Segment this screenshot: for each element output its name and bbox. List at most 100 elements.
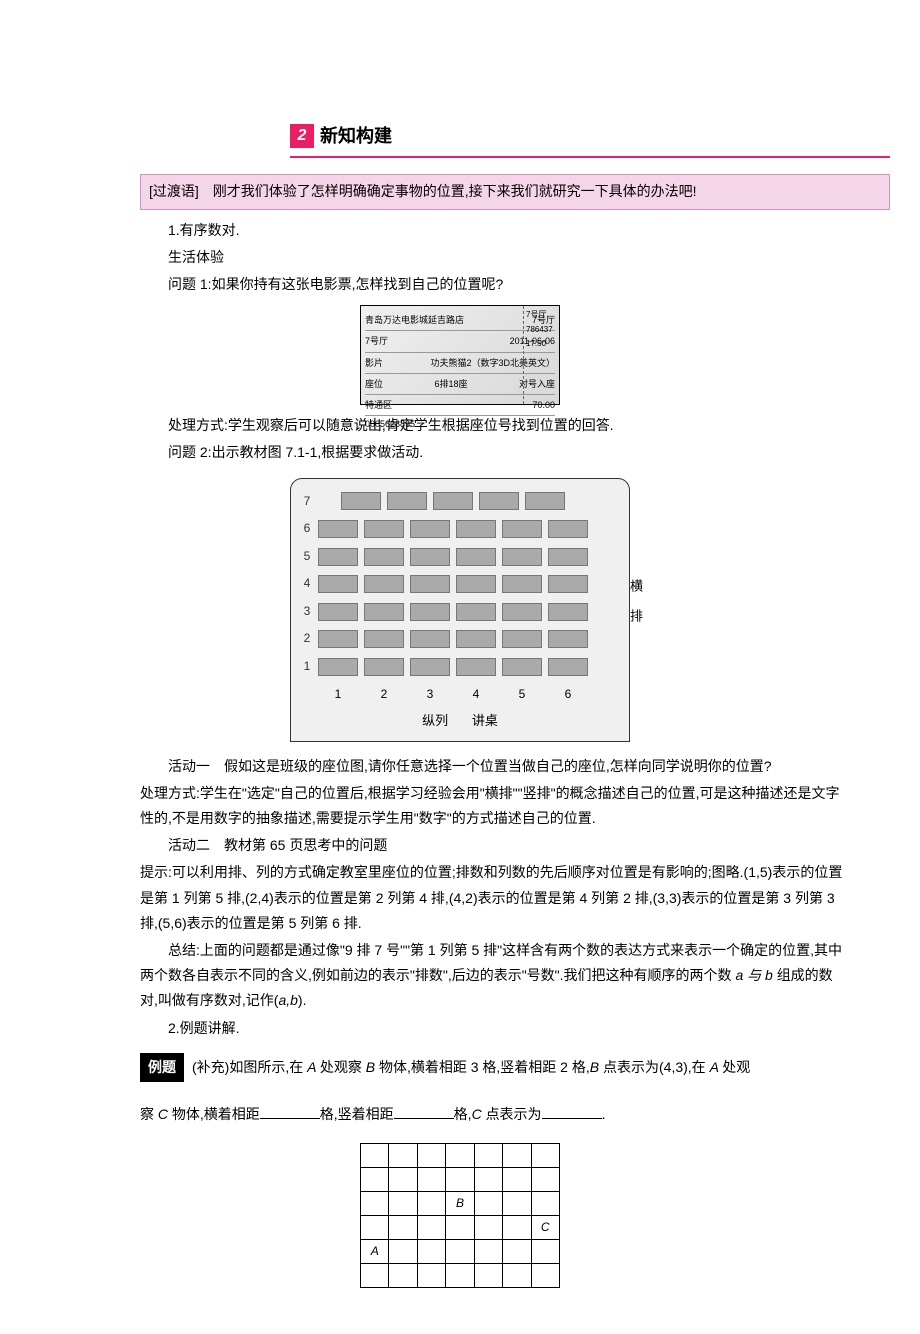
activity-p5ab2: a,b (278, 992, 297, 1008)
seat-row: 4 (299, 573, 621, 595)
activity-p5c: ). (298, 992, 307, 1008)
seat-row: 3 (299, 601, 621, 623)
seat (410, 603, 450, 621)
row-label: 7 (299, 491, 315, 513)
ticket-hall: 7号厅 (365, 333, 388, 349)
col-label: 3 (407, 684, 453, 706)
ticket-stub-hall: 7号厅 (526, 308, 557, 322)
section-title: 新知构建 (320, 120, 392, 152)
activity-p5: 总结:上面的问题都是通过像"9 排 7 号""第 1 列第 5 排"这样含有两个… (140, 938, 850, 1014)
activity-p4: 提示:可以利用排、列的方式确定教室里座位的位置;排数和列数的先后顺序对位置是有影… (140, 860, 850, 936)
blank-1 (260, 1105, 320, 1119)
seat (410, 630, 450, 648)
intro-p2: 生活体验 (140, 245, 850, 270)
ticket-stub-code: 786437 (526, 323, 557, 337)
seat (456, 520, 496, 538)
seat (364, 520, 404, 538)
example-block: 例题 (补充)如图所示,在 A 处观察 B 物体,横着相距 3 格,竖着相距 2… (140, 1053, 850, 1082)
ticket-seat-label: 座位 (365, 376, 383, 392)
col-label: 2 (361, 684, 407, 706)
seat (502, 603, 542, 621)
seat (318, 548, 358, 566)
seat (502, 575, 542, 593)
after-ticket-p2: 问题 2:出示教材图 7.1-1,根据要求做活动. (140, 440, 850, 465)
side-label-pai: 排 (624, 609, 647, 626)
activity-p1: 活动一 假如这是班级的座位图,请你任意选择一个位置当做自己的座位,怎样向同学说明… (140, 754, 850, 779)
seat (318, 603, 358, 621)
seat (548, 603, 588, 621)
seat (548, 658, 588, 676)
example-text: (补充)如图所示,在 A 处观察 B 物体,横着相距 3 格,竖着相距 2 格,… (192, 1055, 750, 1080)
col-label: 4 (453, 684, 499, 706)
movie-ticket: 青岛万达电影城延吉路店7号厅 7号厅2011-06-06 影片功夫熊猫2（数字3… (360, 305, 560, 405)
row-label: 4 (299, 573, 315, 595)
col-label: 1 (315, 684, 361, 706)
seat (364, 630, 404, 648)
seat (410, 548, 450, 566)
ticket-area-label: 特通区 (365, 397, 392, 413)
seat (387, 492, 427, 510)
seat-row: 2 (299, 628, 621, 650)
seat (364, 548, 404, 566)
ticket-movie-label: 影片 (365, 355, 383, 371)
section-badge: 2 (290, 124, 314, 148)
seat (479, 492, 519, 510)
seat (502, 658, 542, 676)
seat (456, 575, 496, 593)
ticket-title: 青岛万达电影城延吉路店 (365, 312, 464, 328)
seat (318, 520, 358, 538)
seat-row: 6 (299, 518, 621, 540)
activity-p3: 活动二 教材第 65 页思考中的问题 (140, 833, 850, 858)
seat (456, 603, 496, 621)
seat (548, 575, 588, 593)
example-block-cont: 察 C 物体,横着相距格,竖着相距格,C 点表示为. (140, 1102, 850, 1127)
seat (502, 548, 542, 566)
seat (318, 658, 358, 676)
seat-row: 1 (299, 656, 621, 678)
content-block-3: 活动一 假如这是班级的座位图,请你任意选择一个位置当做自己的座位,怎样向同学说明… (140, 754, 850, 1041)
bottom-label-col: 纵列 (422, 713, 448, 728)
content-block-1: 1.有序数对. 生活体验 问题 1:如果你持有这张电影票,怎样找到自己的位置呢? (140, 218, 850, 298)
row-label: 3 (299, 601, 315, 623)
seat (364, 603, 404, 621)
grid-cell-B: B (446, 1192, 474, 1216)
seat (456, 630, 496, 648)
intro-p1: 1.有序数对. (140, 218, 850, 243)
bottom-label-desk: 讲桌 (472, 713, 498, 728)
col-label: 6 (545, 684, 591, 706)
activity-p2: 处理方式:学生在"选定"自己的位置后,根据学习经验会用"横排""竖排"的概念描述… (140, 781, 850, 831)
col-label: 5 (499, 684, 545, 706)
transition-highlight: [过渡语] 刚才我们体验了怎样明确确定事物的位置,接下来我们就研究一下具体的办法… (140, 174, 890, 209)
ticket-seat: 6排18座 (434, 376, 467, 392)
seat (410, 520, 450, 538)
seat (502, 630, 542, 648)
seat (548, 630, 588, 648)
seat (318, 630, 358, 648)
seat (364, 658, 404, 676)
blank-3 (542, 1105, 602, 1119)
seat (410, 658, 450, 676)
side-label-hang: 横 (624, 579, 647, 596)
seat-row: 7 (299, 491, 621, 513)
seat (502, 520, 542, 538)
row-label: 1 (299, 656, 315, 678)
seating-chart: 7654321 123456 横 排 纵列 讲桌 (290, 478, 630, 742)
section-underline (290, 156, 890, 158)
intro-p3: 问题 1:如果你持有这张电影票,怎样找到自己的位置呢? (140, 272, 850, 297)
row-label: 6 (299, 518, 315, 540)
row-label: 5 (299, 546, 315, 568)
grid-diagram: B C A (360, 1143, 560, 1288)
seat-row: 5 (299, 546, 621, 568)
example-badge: 例题 (140, 1053, 184, 1082)
seat (341, 492, 381, 510)
activity-p5ab: a 与 b (735, 967, 776, 983)
ticket-code: 0005628895 (365, 416, 555, 432)
seat (525, 492, 565, 510)
blank-2 (394, 1105, 454, 1119)
seat (456, 658, 496, 676)
seat (548, 520, 588, 538)
seat (433, 492, 473, 510)
activity-p6: 2.例题讲解. (140, 1016, 850, 1041)
seat (456, 548, 496, 566)
seat (364, 575, 404, 593)
